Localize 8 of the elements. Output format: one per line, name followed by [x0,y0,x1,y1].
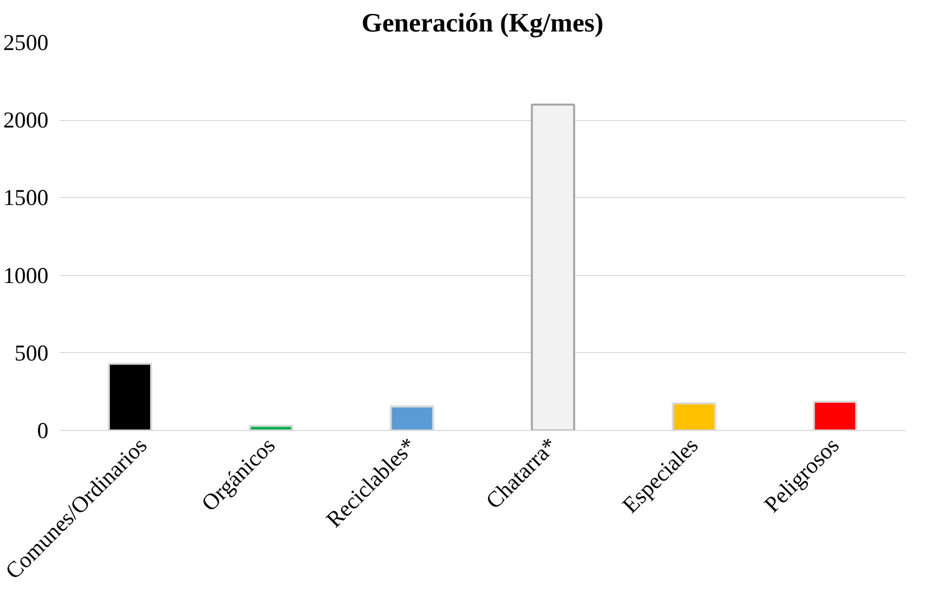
chart-title: Generación (Kg/mes) [361,8,604,38]
y-tick-label: 500 [14,340,48,366]
y-tick-label: 2000 [3,108,48,133]
y-tick-label: 2500 [3,30,48,55]
bar [530,104,576,430]
y-tick-label: 0 [37,418,48,443]
y-tick-label: 1000 [3,262,48,288]
y-tick-label: 1500 [3,185,48,210]
